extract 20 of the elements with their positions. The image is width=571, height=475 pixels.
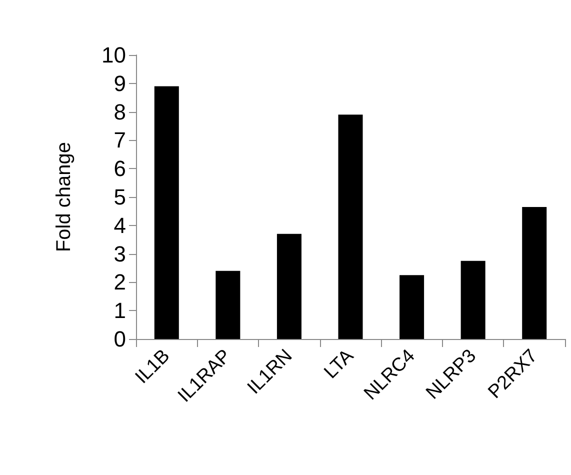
bar bbox=[400, 275, 424, 339]
y-tick-label: 9 bbox=[114, 70, 126, 96]
y-tick-label: 4 bbox=[114, 212, 126, 238]
bar bbox=[338, 114, 363, 339]
y-tick-label: 7 bbox=[114, 128, 126, 153]
y-tick-label: 8 bbox=[114, 99, 126, 124]
y-tick-label: 6 bbox=[114, 156, 126, 182]
bar bbox=[154, 86, 179, 339]
y-tick-label: 0 bbox=[114, 326, 126, 352]
y-tick-label: 3 bbox=[114, 241, 126, 266]
bar bbox=[276, 234, 302, 339]
bar bbox=[460, 260, 486, 339]
bar bbox=[216, 270, 240, 339]
y-tick-label: 2 bbox=[114, 270, 126, 295]
y-tick-label: 5 bbox=[114, 184, 126, 210]
x-tick-label: LTA bbox=[320, 345, 358, 384]
bar bbox=[522, 206, 547, 339]
y-axis-title: Fold change bbox=[53, 142, 75, 252]
y-tick-label: 10 bbox=[102, 42, 126, 68]
y-tick-label: 1 bbox=[114, 298, 126, 324]
